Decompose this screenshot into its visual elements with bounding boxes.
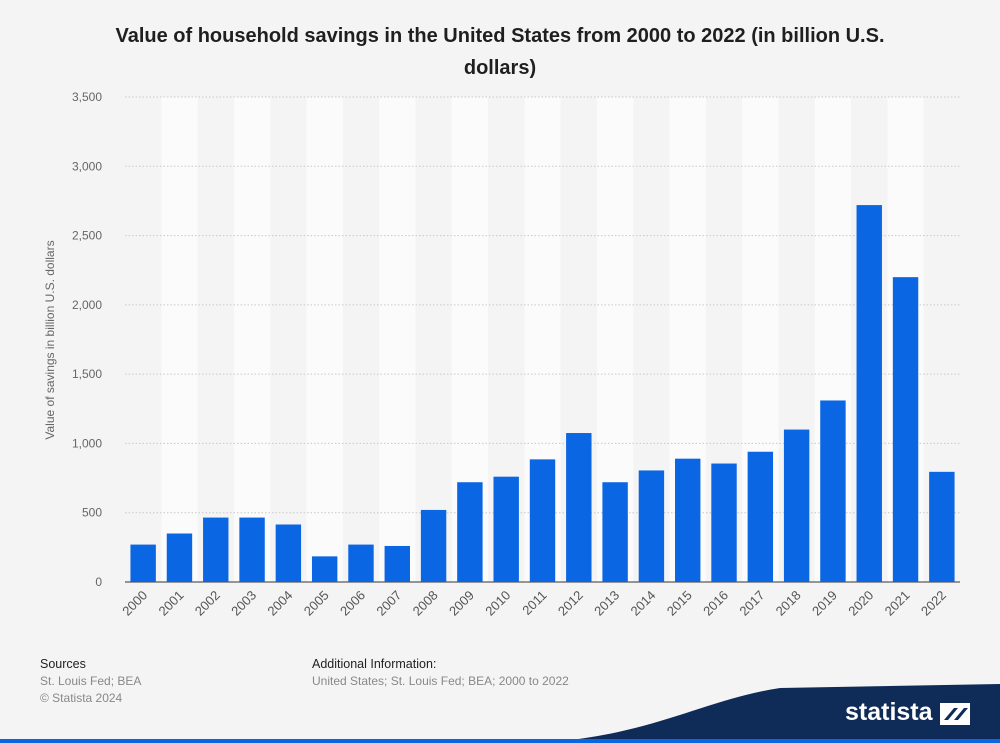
chart-title: Value of household savings in the United… [115,25,885,79]
x-tick-label: 2008 [410,588,441,619]
additional-info-heading: Additional Information: [312,657,437,671]
y-tick-labels: 0 500 1,000 1,500 2,000 2,500 3,000 3,500 [72,90,102,589]
bar-2006[interactable] [348,544,374,582]
x-tick-label: 2010 [482,588,513,619]
y-tick-label: 500 [82,506,102,520]
bar-2018[interactable] [783,429,810,582]
x-tick-label: 2018 [773,588,804,619]
y-tick-label: 2,500 [72,229,102,243]
alternating-bands [161,97,924,582]
bar-2003[interactable] [239,517,265,582]
bar-2001[interactable] [166,533,193,583]
x-tick-label: 2013 [591,588,622,619]
column-band [379,97,416,582]
sources-text: St. Louis Fed; BEA [40,674,142,688]
bar-2012[interactable] [566,433,592,582]
additional-info-block: Additional Information: United States; S… [312,656,569,690]
column-band [161,97,198,582]
column-band [233,97,271,582]
bar-2019[interactable] [820,400,846,582]
x-tick-label: 2022 [918,588,949,619]
bar-2009[interactable] [457,482,483,582]
bar-2004[interactable] [275,524,302,582]
bar-2022[interactable] [929,471,955,582]
x-tick-label: 2021 [882,588,913,619]
x-tick-label: 2006 [337,588,368,619]
bar-2000[interactable] [130,544,156,582]
bar-2008[interactable] [420,509,447,582]
copyright-text: © Statista 2024 [40,691,123,705]
bar-2005[interactable] [311,556,338,582]
bar-2016[interactable] [711,463,737,582]
x-tick-label: 2002 [192,588,223,619]
x-tick-label: 2020 [845,588,876,619]
y-tick-label: 3,000 [72,159,102,173]
x-tick-label: 2009 [446,588,477,619]
bar-2017[interactable] [747,451,774,582]
statista-logo-icon [940,703,970,725]
x-tick-label: 2005 [301,588,332,619]
x-tick-label: 2015 [664,588,695,619]
x-tick-label: 2019 [809,588,840,619]
x-tick-label: 2001 [156,588,187,619]
x-tick-label: 2016 [700,588,731,619]
column-band [306,97,343,582]
additional-info-text: United States; St. Louis Fed; BEA; 2000 … [312,674,569,688]
x-tick-label: 2012 [555,588,586,619]
x-tick-label: 2003 [228,588,259,619]
x-tick-label: 2017 [736,588,767,619]
x-tick-label: 2004 [264,588,295,619]
x-tick-label: 2014 [627,588,658,619]
bar-2014[interactable] [638,470,665,582]
sources-heading: Sources [40,657,86,671]
bar-2020[interactable] [856,205,882,583]
bar-2007[interactable] [384,545,410,582]
bar-2013[interactable] [602,482,628,582]
bar-2015[interactable] [675,458,701,582]
bar-2002[interactable] [203,517,229,582]
x-tick-label: 2007 [373,588,404,619]
y-tick-label: 0 [95,575,102,589]
footer-wave [520,684,1000,743]
x-tick-label: 2000 [119,588,150,619]
bar-2011[interactable] [529,459,556,582]
x-tick-labels: 2000 2001 2002 2003 2004 2005 2006 2007 2008 2009… [119,588,949,619]
bars [130,205,955,583]
y-tick-label: 2,000 [72,298,102,312]
footer-line [0,739,1000,743]
x-tick-label: 2011 [519,588,549,618]
y-tick-label: 1,000 [72,436,102,450]
y-axis-label: Value of savings in billion U.S. dollars [43,240,57,439]
y-tick-label: 3,500 [72,90,102,104]
sources-block: Sources St. Louis Fed; BEA © Statista 20… [40,656,141,707]
bar-2021[interactable] [892,277,919,582]
y-tick-label: 1,500 [72,367,102,381]
statista-brand[interactable]: statista [845,698,933,726]
bar-2010[interactable] [493,476,519,582]
